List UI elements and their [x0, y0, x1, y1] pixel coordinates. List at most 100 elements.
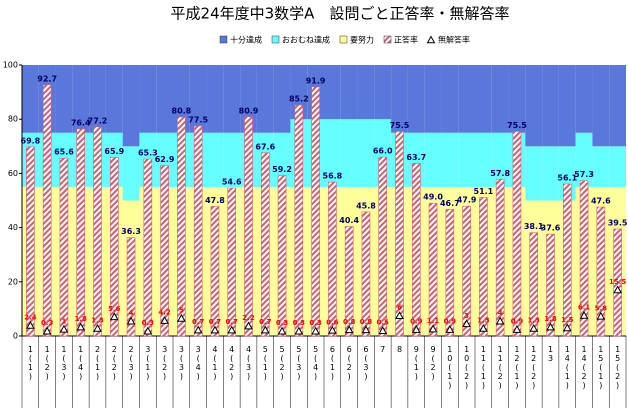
x-tick-label: 5(4)	[311, 345, 320, 381]
bar-value-label: 63.7	[406, 153, 426, 162]
bar-value-label: 47.9	[457, 196, 477, 205]
x-tick-label: 8	[395, 345, 404, 354]
legend-swatch	[339, 35, 348, 44]
marker-value-label: 15.5	[609, 278, 626, 286]
level-band	[206, 132, 224, 187]
bar	[227, 187, 237, 337]
marker-value-label: 0.3	[41, 319, 54, 327]
marker	[26, 320, 35, 329]
x-tick-label: 5(1)	[261, 345, 270, 381]
bar	[143, 158, 153, 337]
level-band	[542, 146, 559, 201]
bar-value-label: 80.8	[172, 107, 192, 116]
bar-value-label: 65.6	[54, 148, 74, 157]
level-band	[525, 146, 543, 201]
marker	[42, 326, 52, 335]
bar	[93, 126, 102, 337]
bar-value-label: 56.8	[323, 172, 343, 181]
x-tick-label: 13	[546, 345, 555, 363]
marker-value-label: 0.5	[377, 319, 390, 327]
x-tick-label: 2(2)	[110, 345, 119, 381]
x-tick-label: 15(2)	[613, 345, 622, 390]
level-band	[340, 65, 358, 120]
bar	[76, 128, 86, 337]
bar-value-label: 57.8	[490, 169, 510, 178]
level-band	[508, 65, 526, 133]
marker-value-label: 4	[129, 309, 134, 317]
level-band	[407, 65, 425, 133]
marker	[512, 325, 522, 333]
marker-value-label: 3	[464, 312, 469, 320]
bar	[344, 226, 354, 337]
marker-value-label: 0.3	[309, 319, 322, 327]
bar-value-label: 65.9	[104, 147, 124, 156]
bar	[26, 146, 35, 337]
bar	[59, 157, 69, 337]
level-band	[89, 65, 106, 133]
bar	[260, 152, 270, 337]
marker	[562, 323, 572, 332]
x-tick-label: 3(3)	[177, 345, 186, 381]
level-band	[592, 65, 610, 147]
x-tick-label: 1(2)	[43, 345, 52, 381]
level-band	[424, 132, 442, 187]
level-band	[458, 132, 475, 187]
x-tick-label: 12(1)	[512, 345, 521, 390]
marker	[344, 325, 354, 334]
marker-value-label: 2.2	[242, 314, 255, 322]
legend-swatch	[271, 35, 280, 44]
level-band	[324, 119, 341, 187]
bar-value-label: 39.5	[608, 218, 628, 227]
bar	[596, 206, 606, 337]
x-tick-label: 11(1)	[479, 345, 488, 390]
marker	[193, 325, 203, 334]
marker-value-label: 0.7	[259, 318, 272, 326]
bar	[42, 84, 52, 337]
x-tick-label: 4(1)	[210, 345, 219, 381]
bar	[244, 116, 253, 337]
bar-value-label: 37.6	[541, 224, 561, 233]
bar-value-label: 92.7	[37, 74, 57, 83]
bar-value-label: 65.3	[138, 149, 158, 158]
x-tick-label: 10(2)	[462, 345, 471, 390]
bar-value-label: 62.9	[155, 155, 175, 164]
bar	[579, 180, 589, 337]
bar	[411, 163, 421, 337]
level-band	[156, 65, 173, 133]
marker-value-label: 1.8	[544, 315, 557, 323]
marker-value-label: 1.5	[561, 316, 574, 324]
marker	[579, 310, 589, 319]
level-band	[273, 65, 291, 133]
marker-value-label: 6.1	[578, 303, 591, 311]
level-band	[22, 65, 39, 133]
legend-label: 無解答率	[438, 35, 470, 45]
level-band	[189, 65, 207, 133]
x-tick-label: 14(2)	[580, 345, 589, 390]
marker-value-label: 1.1	[427, 317, 440, 325]
x-tick-label: 5(3)	[294, 345, 303, 381]
chart-title: 平成24年度中3数学A 設問ごと正答率・無解答率	[171, 5, 510, 23]
marker	[395, 311, 404, 320]
marker-value-label: 1	[62, 317, 67, 325]
bar	[495, 179, 505, 337]
level-band	[374, 65, 392, 120]
bar-value-label: 45.8	[356, 201, 376, 210]
bar	[613, 228, 622, 337]
bar	[160, 165, 169, 337]
marker-value-label: 0.3	[293, 319, 306, 327]
bar-value-label: 67.6	[255, 142, 275, 151]
marker	[177, 313, 186, 322]
x-tick-label: 1(3)	[59, 345, 68, 381]
bar	[311, 86, 320, 337]
marker-value-label: 0.9	[444, 318, 457, 326]
level-band	[424, 65, 442, 133]
marker-value-label: 1.3	[528, 316, 541, 324]
marker-value-label: 0.7	[192, 318, 205, 326]
marker-value-label: 0.8	[343, 318, 356, 326]
marker	[260, 325, 270, 334]
marker	[76, 322, 86, 331]
legend-swatch	[219, 35, 228, 44]
level-band	[525, 65, 543, 147]
level-band	[491, 65, 509, 133]
